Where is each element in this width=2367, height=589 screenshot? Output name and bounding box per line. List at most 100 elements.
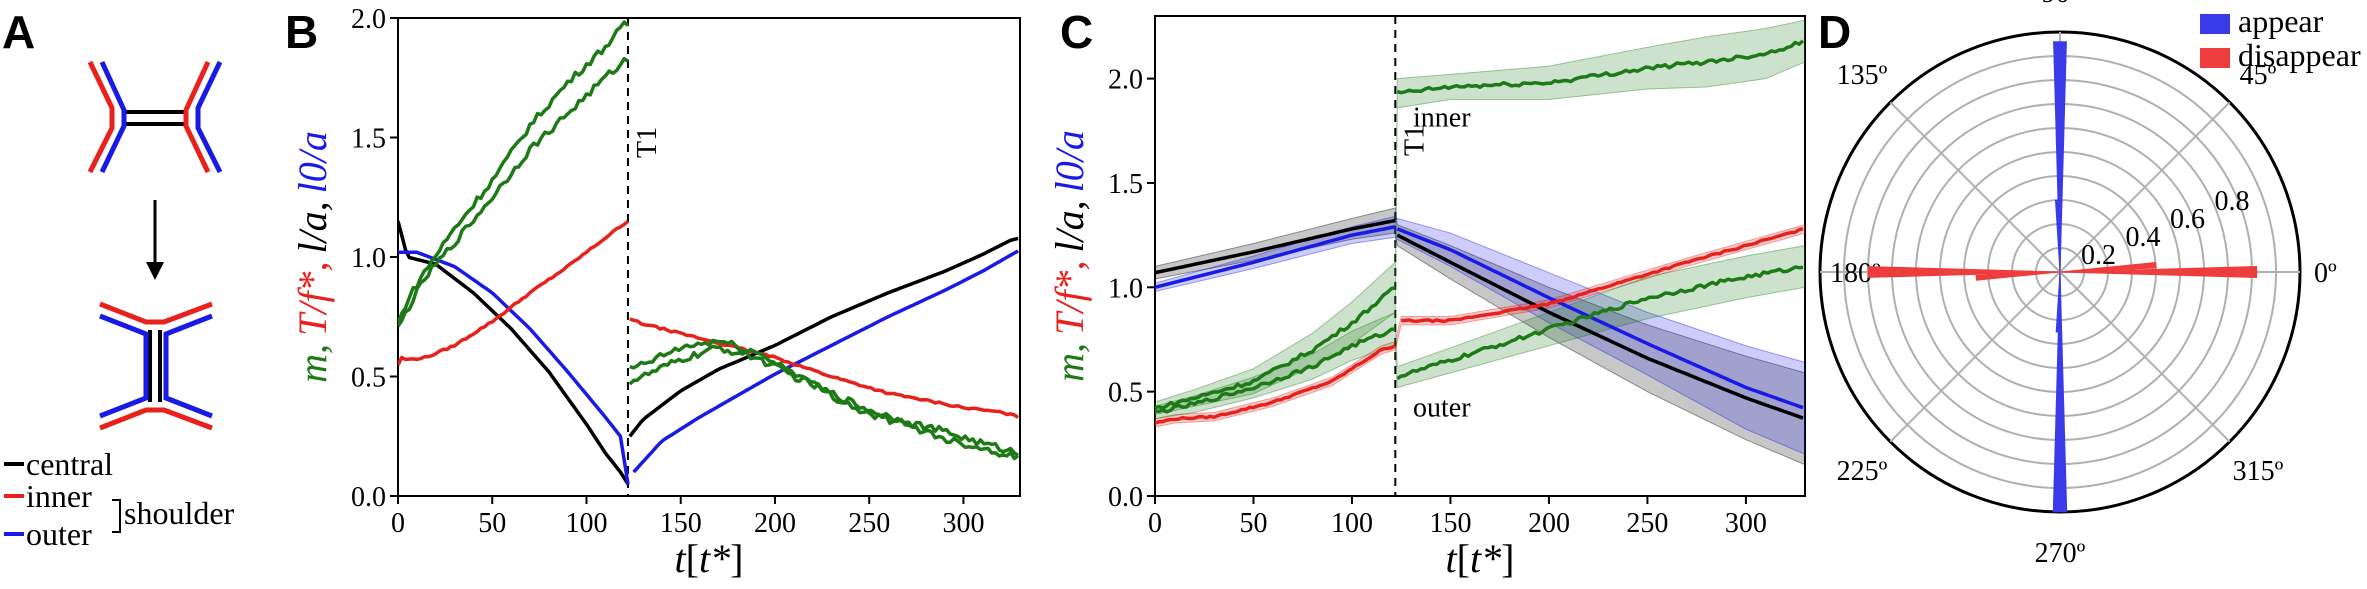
c-plot-area (1155, 19, 1805, 466)
c-xtick-label-4: 200 (1528, 508, 1570, 539)
chart-d: 0.20.40.60.80º45º90º135º180º225º270º315º… (1818, 0, 2361, 569)
c-axes-frame (1154, 15, 1806, 497)
outer-shoulder-right (195, 60, 223, 174)
polar-bar-disappear-5 (1867, 266, 2061, 278)
polar-spoke-45 (2059, 101, 2231, 273)
panel-a-schematic: central inner outer shoulder (4, 60, 235, 552)
b-xtick-label-4: 200 (754, 508, 796, 539)
outer-shoulder-after-right (163, 313, 213, 419)
inner-shoulder-left (87, 60, 115, 174)
polar-angle-label-1: 45º (2240, 60, 2277, 91)
polar-bar-disappear-6 (2059, 262, 2157, 273)
c-xtick-label-0: 0 (1148, 508, 1162, 539)
c-band-4 (1155, 245, 1805, 420)
c-xtick-label-5: 250 (1626, 508, 1668, 539)
junction-after (99, 301, 213, 431)
b-xtick-label-5: 250 (848, 508, 890, 539)
polar-angle-label-7: 315º (2233, 456, 2284, 487)
polar-angle-label-2: 90º (2042, 0, 2079, 9)
b-xtick-label-1: 50 (478, 508, 506, 539)
c-ytick-label-4: 2.0 (1108, 65, 1143, 96)
panel-label-c: C (1060, 6, 1093, 58)
legend-appear-label: appear (2238, 3, 2324, 39)
inner-shoulder-right (183, 60, 211, 174)
c-xtick-label-1: 50 (1239, 508, 1267, 539)
chart-c: 0 50 100 150 200 250 300 0.0 0.5 1.0 1.5 2.0 t[t*] m,… (1047, 15, 1806, 581)
b-line-4 (398, 56, 1020, 457)
b-line-2 (398, 219, 1020, 419)
b-xtick-label-6: 300 (942, 508, 984, 539)
c-ytick-label-3: 1.5 (1108, 169, 1143, 200)
legend-inner-label: inner (26, 478, 92, 514)
b-xlabel: t[t*] (675, 536, 744, 581)
b-axes-frame (397, 17, 1021, 497)
polar-rtick-label-3: 0.8 (2215, 186, 2250, 217)
c-xtick-label-3: 150 (1429, 508, 1471, 539)
legend-disappear-label: disappear (2238, 37, 2361, 73)
b-line-1 (398, 249, 1019, 485)
polar-angle-label-6: 270º (2035, 538, 2086, 569)
polar-spoke-315 (2059, 271, 2231, 443)
chart-b: 0 50 100 150 200 250 300 0.0 0.5 1.0 1.5 2.0 t[t*] m,… (290, 4, 1021, 581)
polar-angle-label-3: 135º (1837, 60, 1888, 91)
legend-shoulder-brace (112, 499, 121, 533)
legend-appear-swatch (2200, 14, 2230, 34)
polar-rtick-label-1: 0.4 (2126, 222, 2161, 253)
c-xtick-label-6: 300 (1725, 508, 1767, 539)
b-ytick-label-1: 0.5 (351, 363, 386, 394)
c-t1-label: T1 (1399, 125, 1430, 156)
c-ylabel: m,T/f*,l/a,l0/a (1047, 130, 1092, 382)
polar-bar-disappear-4 (2059, 265, 2258, 279)
c-ytick-label-1: 0.5 (1108, 378, 1143, 409)
c-line-4 (1155, 265, 1804, 414)
b-line-0 (398, 220, 1019, 486)
inner-shoulder-after-bottom (99, 407, 213, 431)
b-xtick-label-0: 0 (391, 508, 405, 539)
legend-disappear-swatch (2200, 48, 2230, 68)
polar-bar-appear-0 (2053, 41, 2067, 273)
inner-shoulder-after-top (99, 301, 213, 325)
c-band-0 (1155, 207, 1805, 466)
c-line-0 (1155, 218, 1804, 420)
c-annot-inner: inner (1413, 103, 1471, 134)
polar-spoke-225 (1889, 271, 2061, 443)
transition-arrow-head (146, 262, 164, 280)
polar-bar-appear-3 (2055, 271, 2061, 333)
b-xtick-label-3: 150 (660, 508, 702, 539)
c-ytick-label-0: 0.0 (1108, 482, 1143, 513)
junction-before (87, 60, 223, 174)
outer-shoulder-left (99, 60, 127, 174)
b-ytick-label-0: 0.0 (351, 482, 386, 513)
c-line-2 (1155, 227, 1804, 425)
polar-bar-disappear-7 (1975, 271, 2061, 281)
b-plot-area (398, 20, 1020, 486)
polar-spoke-135 (1889, 101, 2061, 273)
b-ylabel: m,T/f*,l/a,l0/a (290, 131, 335, 383)
panel-label-a: A (2, 6, 35, 58)
legend-outer-label: outer (26, 516, 92, 552)
c-line-1 (1155, 225, 1804, 410)
legend-a: central inner outer shoulder (4, 446, 235, 552)
b-t1-label: T1 (632, 127, 663, 158)
c-xtick-label-2: 100 (1331, 508, 1373, 539)
c-ytick-label-2: 1.0 (1108, 273, 1143, 304)
legend-central-label: central (26, 446, 113, 482)
b-ytick-label-2: 1.0 (351, 243, 386, 274)
polar-angle-label-0: 0º (2314, 258, 2337, 289)
b-ytick-label-3: 1.5 (351, 124, 386, 155)
polar-bar-appear-2 (2054, 199, 2061, 273)
b-xtick-label-2: 100 (565, 508, 607, 539)
polar-rtick-label-0: 0.2 (2081, 240, 2116, 271)
polar-bar-appear-1 (2052, 271, 2068, 513)
polar-rtick-label-2: 0.6 (2170, 204, 2205, 235)
panel-label-b: B (285, 6, 318, 58)
polar-angle-label-5: 225º (1837, 456, 1888, 487)
b-ytick-label-4: 2.0 (351, 4, 386, 35)
panel-label-d: D (1818, 6, 1851, 58)
legend-shoulder-label: shoulder (124, 495, 235, 531)
c-line-3 (1155, 39, 1805, 410)
c-xlabel: t[t*] (1446, 536, 1515, 581)
b-line-3 (398, 20, 1020, 461)
c-annot-outer: outer (1413, 393, 1471, 424)
